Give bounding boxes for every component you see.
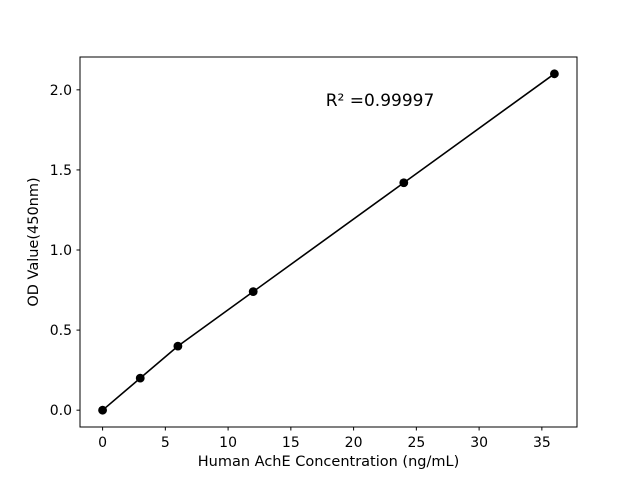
y-tick-label: 0.0: [50, 403, 72, 419]
x-tick-label: 35: [533, 435, 551, 451]
data-point: [173, 341, 183, 351]
x-axis-label: Human AchE Concentration (ng/mL): [198, 454, 459, 470]
x-axis-ticks: 0 5 10 15 20 25 30 35: [98, 427, 551, 451]
x-tick-label: 20: [345, 435, 363, 451]
data-point: [248, 287, 258, 297]
y-axis-label: OD Value(450nm): [26, 177, 42, 306]
data-point: [550, 69, 559, 79]
data-point: [98, 405, 107, 415]
series-line: [102, 73, 555, 411]
x-tick-label: 5: [161, 435, 170, 451]
plot-border: [79, 56, 578, 428]
y-tick-label: 1.0: [50, 243, 72, 259]
y-tick-label: 0.5: [50, 323, 72, 339]
x-tick-label: 15: [282, 435, 300, 451]
x-tick-label: 10: [219, 435, 237, 451]
y-tick-label: 2.0: [50, 83, 72, 99]
x-tick-label: 30: [470, 435, 488, 451]
x-tick-label: 0: [98, 435, 107, 451]
y-tick-label: 1.5: [50, 163, 72, 179]
x-tick-label: 25: [407, 435, 425, 451]
r-squared-annotation: R² =0.99997: [326, 91, 435, 111]
data-point: [399, 178, 409, 188]
y-axis-ticks: 0.0 0.5 1.0 1.5 2.0: [50, 83, 80, 419]
data-point: [135, 373, 145, 383]
data-series: [98, 69, 559, 415]
